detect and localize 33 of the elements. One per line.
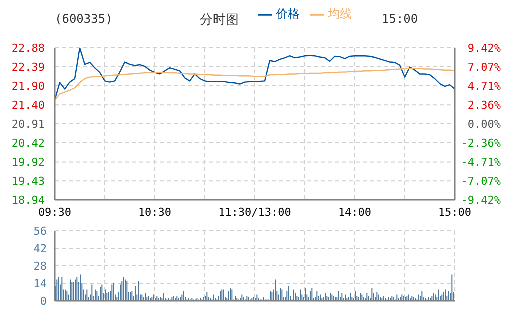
x-tick-label: 09:30 <box>38 206 72 219</box>
y-tick-label: 22.88 <box>12 42 45 55</box>
y-tick-label: 56 <box>34 224 47 238</box>
y-tick-label: 20.42 <box>12 136 45 150</box>
y-tick-label: 20.91 <box>12 118 45 131</box>
y2-tick-label: -7.07% <box>461 175 502 188</box>
chart-title: 分时图 <box>200 12 239 29</box>
chart-subtitle: (600335) <box>55 12 113 26</box>
x-tick-label: 15:00 <box>438 206 472 219</box>
y-tick-label: 28 <box>34 260 47 273</box>
y2-tick-label: -9.42% <box>461 194 502 207</box>
y-tick-label: 0 <box>40 294 47 308</box>
y2-tick-label: -2.36% <box>461 137 502 150</box>
y2-tick-label: 7.07% <box>468 60 502 74</box>
text: 15:00 <box>382 12 418 26</box>
y2-tick-label: 0.00% <box>468 118 502 131</box>
y-tick-label: 21.90 <box>12 80 45 93</box>
y-tick-label: 14 <box>34 277 48 290</box>
legend-label: 价格 <box>276 7 300 21</box>
legend-label: 均线 <box>328 7 352 21</box>
y-tick-label: 21.40 <box>12 99 45 112</box>
y-tick-label: 19.92 <box>12 156 45 170</box>
x-tick-label: 10:30 <box>138 206 172 219</box>
y-tick-label: 19.43 <box>12 175 45 188</box>
y-tick-label: 42 <box>34 242 47 256</box>
y-tick-label: 22.39 <box>12 60 45 74</box>
y2-tick-label: -4.71% <box>461 156 502 169</box>
y2-tick-label: 2.36% <box>468 98 502 112</box>
x-tick-label: 14:00 <box>338 206 372 219</box>
x-tick-label: 11:30/13:00 <box>218 206 292 219</box>
y2-tick-label: 4.71% <box>468 80 502 93</box>
y-tick-label: 18.94 <box>12 194 46 207</box>
y2-tick-label: 9.42% <box>468 42 502 55</box>
